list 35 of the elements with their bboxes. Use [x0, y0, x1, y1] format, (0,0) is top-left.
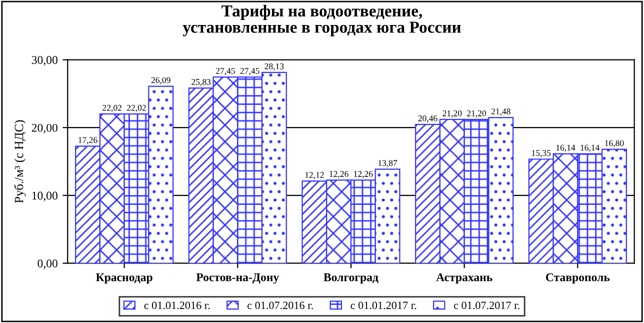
data-label: 21,20	[442, 110, 462, 118]
legend-label: с 01.01.2017 г.	[350, 302, 416, 310]
legend-label: с 01.07.2016 г.	[248, 302, 313, 310]
data-label: 15,35	[532, 150, 551, 158]
data-label: 26,09	[151, 77, 170, 84]
data-label: 28,13	[264, 63, 284, 71]
legend-label: с 01.01.2016 г.	[144, 302, 210, 310]
data-label: 22,02	[102, 104, 122, 112]
y-tick-label: 30,00	[32, 56, 58, 66]
data-label: 12,12	[305, 172, 324, 180]
data-label: 25,83	[192, 78, 211, 86]
x-tick-label: Ростов-на-Дону	[196, 273, 280, 284]
legend-label: с 01.07.2017 г.	[454, 302, 520, 310]
data-label: 12,26	[354, 171, 373, 178]
y-tick-label: 0,00	[38, 259, 58, 270]
y-tick-label: 20,00	[32, 124, 58, 134]
data-label: 16,14	[580, 144, 600, 152]
x-tick-label: Ставрополь	[546, 273, 610, 284]
data-label: 27,45	[240, 68, 260, 76]
data-label: 22,02	[127, 104, 146, 112]
data-label: 17,26	[78, 137, 98, 144]
data-label: 20,46	[418, 115, 438, 123]
data-label: 16,80	[605, 140, 624, 148]
data-label: 12,26	[330, 171, 348, 178]
x-tick-label: Краснодар	[96, 273, 152, 284]
chart-title: Тарифы на водоотведение, установленные в городах юга России	[182, 4, 461, 36]
y-axis-title: Руб./м³ (с НДС)	[14, 120, 26, 203]
x-tick-label: Астрахань	[436, 273, 492, 284]
data-label: 21,20	[467, 110, 486, 118]
data-label: 13,87	[378, 160, 398, 168]
y-tick-label: 10,00	[32, 192, 58, 202]
data-label: 16,14	[556, 144, 576, 152]
data-label: 21,48	[491, 108, 510, 116]
x-tick-label: Волгоград	[324, 273, 378, 284]
data-label: 27,45	[216, 68, 235, 76]
